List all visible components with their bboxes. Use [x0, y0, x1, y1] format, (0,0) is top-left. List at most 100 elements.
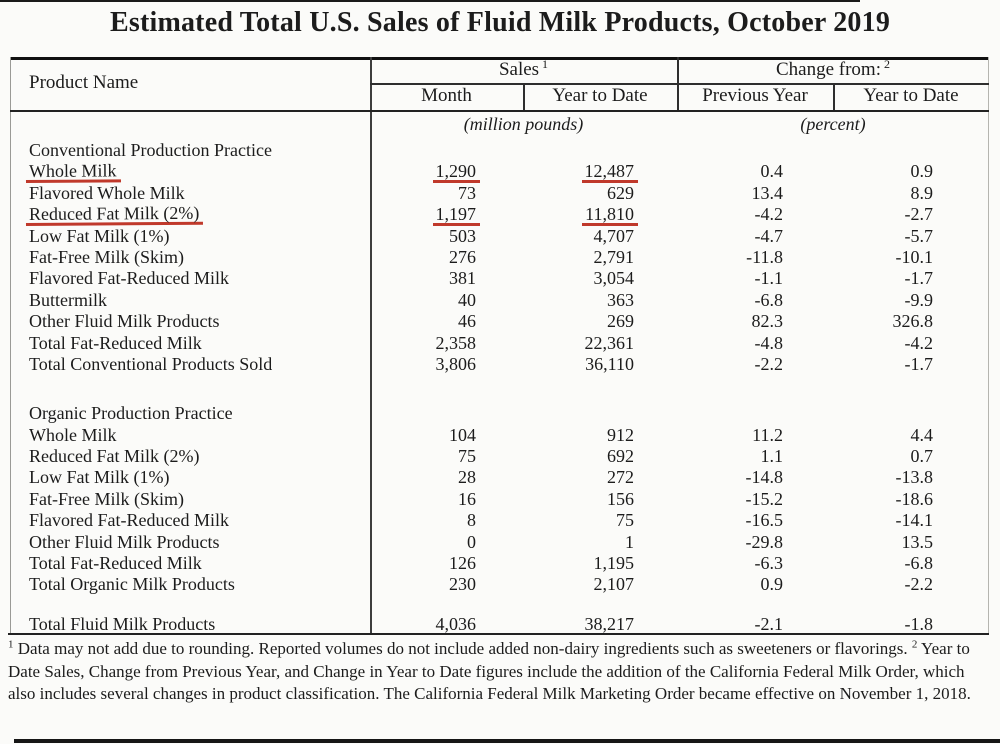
- product-name-cell: Low Fat Milk (1%): [29, 467, 170, 488]
- milk-sales-table: Product Name Sales 1 Change from: 2 Month …: [8, 56, 989, 635]
- header-bottom-line: [10, 110, 989, 112]
- spacer-row: [10, 375, 989, 403]
- ytd-value-cell: 4,707: [593, 225, 635, 246]
- product-name-cell: Reduced Fat Milk (2%): [10, 202, 370, 227]
- ytd-value-cell: 38,217: [584, 613, 635, 634]
- red-underline-annotation: Whole Milk: [25, 160, 121, 184]
- ytd-value-cell: 272: [607, 467, 634, 488]
- ytd-value-cell: 2,791: [593, 246, 635, 267]
- product-name-cell: Flavored Fat-Reduced Milk: [29, 510, 229, 531]
- month-value-cell: 0: [467, 531, 476, 552]
- previous-year-value-cell: -4.8: [754, 332, 784, 353]
- table-row: Fat-Free Milk (Skim) 16 156 -15.2 -18.6: [10, 489, 989, 510]
- ytd-change-header: Year to Date: [863, 85, 959, 106]
- product-column-divider-line: [370, 57, 372, 635]
- table-row: Flavored Whole Milk 73 629 13.4 8.9: [10, 183, 989, 204]
- previous-year-header: Previous Year: [702, 85, 808, 106]
- footnote-ref-1: 1: [542, 56, 549, 71]
- table-row: Total Fat-Reduced Milk 2,358 22,361 -4.8 -4.…: [10, 333, 989, 354]
- top-edge-line: [0, 0, 860, 2]
- product-name-cell: Fat-Free Milk (Skim): [29, 246, 184, 267]
- ytd-change-value-cell: -4.2: [904, 332, 934, 353]
- product-name-cell: Total Fat-Reduced Milk: [29, 332, 202, 353]
- month-value-cell: 75: [458, 446, 476, 467]
- change-units-label: (percent): [800, 114, 866, 134]
- previous-year-value-cell: 13.4: [751, 182, 784, 203]
- product-name-cell: Reduced Fat Milk (2%): [29, 446, 200, 467]
- table-row: Flavored Fat-Reduced Milk 381 3,054 -1.1 -1.…: [10, 268, 989, 289]
- previous-year-value-cell: -4.2: [754, 204, 784, 225]
- ytd-change-value-cell: -6.8: [904, 553, 934, 574]
- ytd-value-cell: 1: [625, 531, 634, 552]
- sales-units-label: (million pounds): [463, 114, 584, 134]
- ytd-value-cell: 363: [607, 289, 634, 310]
- month-ytd-divider-line: [523, 83, 525, 110]
- table-left-border: [10, 57, 11, 635]
- month-value-cell: 8: [467, 510, 476, 531]
- previous-year-value-cell: -16.5: [745, 510, 784, 531]
- table-row: Flavored Fat-Reduced Milk 8 75 -16.5 -14.1: [10, 510, 989, 531]
- product-name-cell: Conventional Production Practice: [29, 140, 272, 160]
- table-row: Other Fluid Milk Products 0 1 -29.8 13.5: [10, 532, 989, 553]
- ytd-change-value-cell: -5.7: [904, 225, 934, 246]
- change-group-header: Change from: 2: [677, 58, 989, 81]
- ytd-change-value-cell: -18.6: [895, 488, 934, 509]
- month-value-cell: 16: [458, 488, 476, 509]
- table-row: Total Organic Milk Products 230 2,107 0.9 -2…: [10, 574, 989, 595]
- footnotes: 1 Data may not add due to rounding. Repo…: [8, 638, 991, 706]
- month-value-cell: 1,290: [370, 161, 523, 184]
- month-value-cell: 28: [458, 467, 476, 488]
- table-body: Conventional Production Practice Whole Mi…: [10, 140, 989, 635]
- previous-year-value-cell: -4.7: [754, 225, 784, 246]
- prevyear-ytd-divider-line: [833, 83, 835, 110]
- table-row: Reduced Fat Milk (2%) 1,197 11,810 -4.2 -2.7: [10, 202, 989, 227]
- red-underline-annotation: 12,487: [581, 161, 638, 184]
- sales-group-header: Sales 1: [370, 56, 677, 81]
- ytd-change-value-cell: 0.9: [910, 161, 934, 182]
- table-row: Other Fluid Milk Products 46 269 82.3 326.8: [10, 311, 989, 332]
- ytd-change-value-cell: -1.7: [904, 268, 934, 289]
- previous-year-value-cell: -2.2: [754, 353, 784, 374]
- ytd-value-cell: 75: [616, 510, 634, 531]
- red-underline-annotation: 1,290: [432, 161, 480, 184]
- product-name-cell: Total Fat-Reduced Milk: [29, 553, 202, 574]
- change-group-label: Change from:: [775, 59, 881, 80]
- ytd-change-value-cell: 0.7: [910, 446, 934, 467]
- table-row: Total Conventional Products Sold 3,806 36,…: [10, 354, 989, 375]
- ytd-change-value-cell: 13.5: [901, 531, 934, 552]
- month-value-cell: 276: [449, 246, 476, 267]
- footnote-text-1: Data may not add due to rounding. Report…: [17, 639, 908, 658]
- previous-year-value-cell: -6.8: [754, 289, 784, 310]
- ytd-change-value-cell: -9.9: [904, 289, 934, 310]
- product-name-cell: Flavored Fat-Reduced Milk: [29, 268, 229, 289]
- table-row: Buttermilk 40 363 -6.8 -9.9: [10, 290, 989, 311]
- spacer-row: [10, 596, 989, 614]
- ytd-change-value-cell: -14.1: [895, 510, 934, 531]
- ytd-value-cell: 12,487: [523, 161, 677, 184]
- footnote-marker-1: 1: [8, 638, 14, 651]
- red-underline-annotation: 11,810: [582, 204, 638, 227]
- previous-year-value-cell: -29.8: [745, 531, 784, 552]
- ytd-change-value-cell: -1.7: [904, 353, 934, 374]
- product-name-cell: Organic Production Practice: [29, 403, 233, 424]
- footnote-marker-2: 2: [911, 638, 918, 651]
- table-row: Whole Milk 104 912 11.2 4.4: [10, 425, 989, 446]
- ytd-value-cell: 11,810: [523, 204, 677, 227]
- footnote-text-2: Year to Date Sales, Change from Previous…: [8, 639, 971, 703]
- ytd-sales-header: Year to Date: [552, 85, 648, 106]
- month-value-cell: 230: [449, 574, 476, 595]
- product-name-cell: Other Fluid Milk Products: [29, 311, 220, 332]
- month-value-cell: 126: [449, 553, 476, 574]
- table-row: Total Fluid Milk Products 4,036 38,217 -2.1…: [10, 614, 989, 635]
- sales-group-label: Sales: [498, 59, 540, 80]
- product-name-cell: Whole Milk: [10, 160, 370, 184]
- month-value-cell: 1,197: [370, 204, 523, 227]
- table-row: Reduced Fat Milk (2%) 75 692 1.1 0.7: [10, 446, 989, 467]
- product-name-cell: Total Fluid Milk Products: [29, 613, 216, 634]
- product-name-cell: Buttermilk: [29, 289, 107, 310]
- table-row: Low Fat Milk (1%) 503 4,707 -4.7 -5.7: [10, 226, 989, 247]
- group-header-underline: [370, 83, 989, 85]
- month-value-cell: 2,358: [435, 332, 477, 353]
- month-value-cell: 4,036: [435, 613, 477, 634]
- ytd-change-value-cell: -10.1: [895, 246, 934, 267]
